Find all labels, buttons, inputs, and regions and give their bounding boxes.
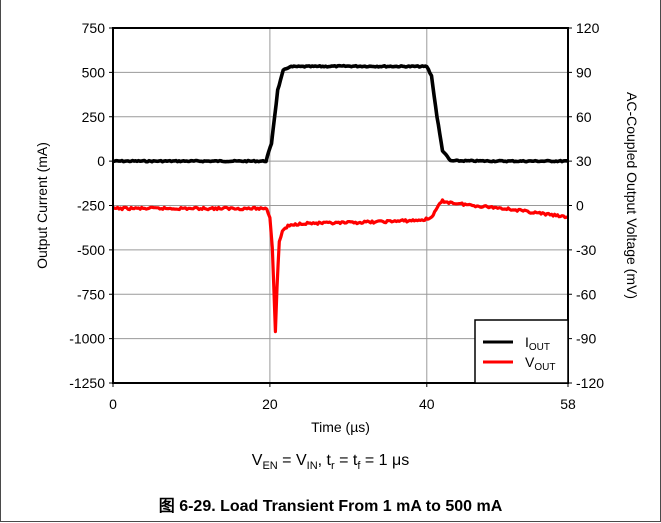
x-axis-title: Time (µs) (311, 419, 370, 435)
cond-eq2: = t (334, 452, 358, 469)
test-condition: VEN = VIN, tr = tf = 1 μs (0, 452, 661, 472)
cond-r-sub: r (330, 460, 335, 473)
cond-t: , t (317, 452, 331, 469)
y-right-tick-label: 60 (576, 109, 592, 125)
y-left-tick-label: 0 (97, 153, 105, 169)
cond-eq1: = V (277, 452, 307, 469)
y-left-tick-label: -1250 (69, 375, 105, 391)
y-left-tick-label: -1000 (69, 331, 105, 347)
y-left-tick-label: 750 (82, 20, 106, 36)
series-line-vout (112, 198, 569, 334)
series-line-iout (112, 63, 569, 164)
cond-in-sub: IN (306, 460, 318, 473)
y-right-tick-label: 30 (576, 153, 592, 169)
y-left-tick-label: -250 (77, 198, 105, 214)
y-right-tick-label: 90 (576, 64, 592, 80)
cond-en-sub: EN (262, 460, 278, 473)
legend-label-iout: IOUT (525, 334, 550, 353)
legend-box (474, 319, 569, 384)
x-tick-label: 40 (419, 396, 435, 412)
y-right-tick-label: -60 (576, 286, 596, 302)
y-right-tick-label: -90 (576, 331, 596, 347)
y-right-tick-label: 0 (576, 198, 584, 214)
y-right-axis-title: AC-Coupled Output Voltage (mV) (624, 92, 640, 299)
y-right-tick-label: 120 (576, 20, 600, 36)
y-left-tick-label: -750 (77, 286, 105, 302)
x-tick-label: 58 (560, 396, 576, 412)
figure-caption: 图 6-29. Load Transient From 1 mA to 500 … (158, 498, 503, 515)
y-left-axis-title: Output Current (mA) (34, 142, 50, 269)
load-transient-chart: 0 20 40 58 750 500 250 0 -250 -500 -750 -1000 -1250 1… (34, 20, 640, 435)
y-left-tick-label: -500 (77, 242, 105, 258)
legend-label-vout: VOUT (525, 354, 555, 373)
x-tick-label: 20 (262, 396, 278, 412)
y-right-tick-label: -30 (576, 242, 596, 258)
y-left-tick-label: 500 (82, 64, 106, 80)
cond-f-sub: f (357, 460, 361, 473)
x-tick-label: 0 (109, 396, 117, 412)
y-right-tick-label: -120 (576, 375, 604, 391)
y-left-tick-label: 250 (82, 109, 106, 125)
cond-v: V (251, 452, 263, 469)
cond-tail: = 1 μs (360, 452, 410, 469)
